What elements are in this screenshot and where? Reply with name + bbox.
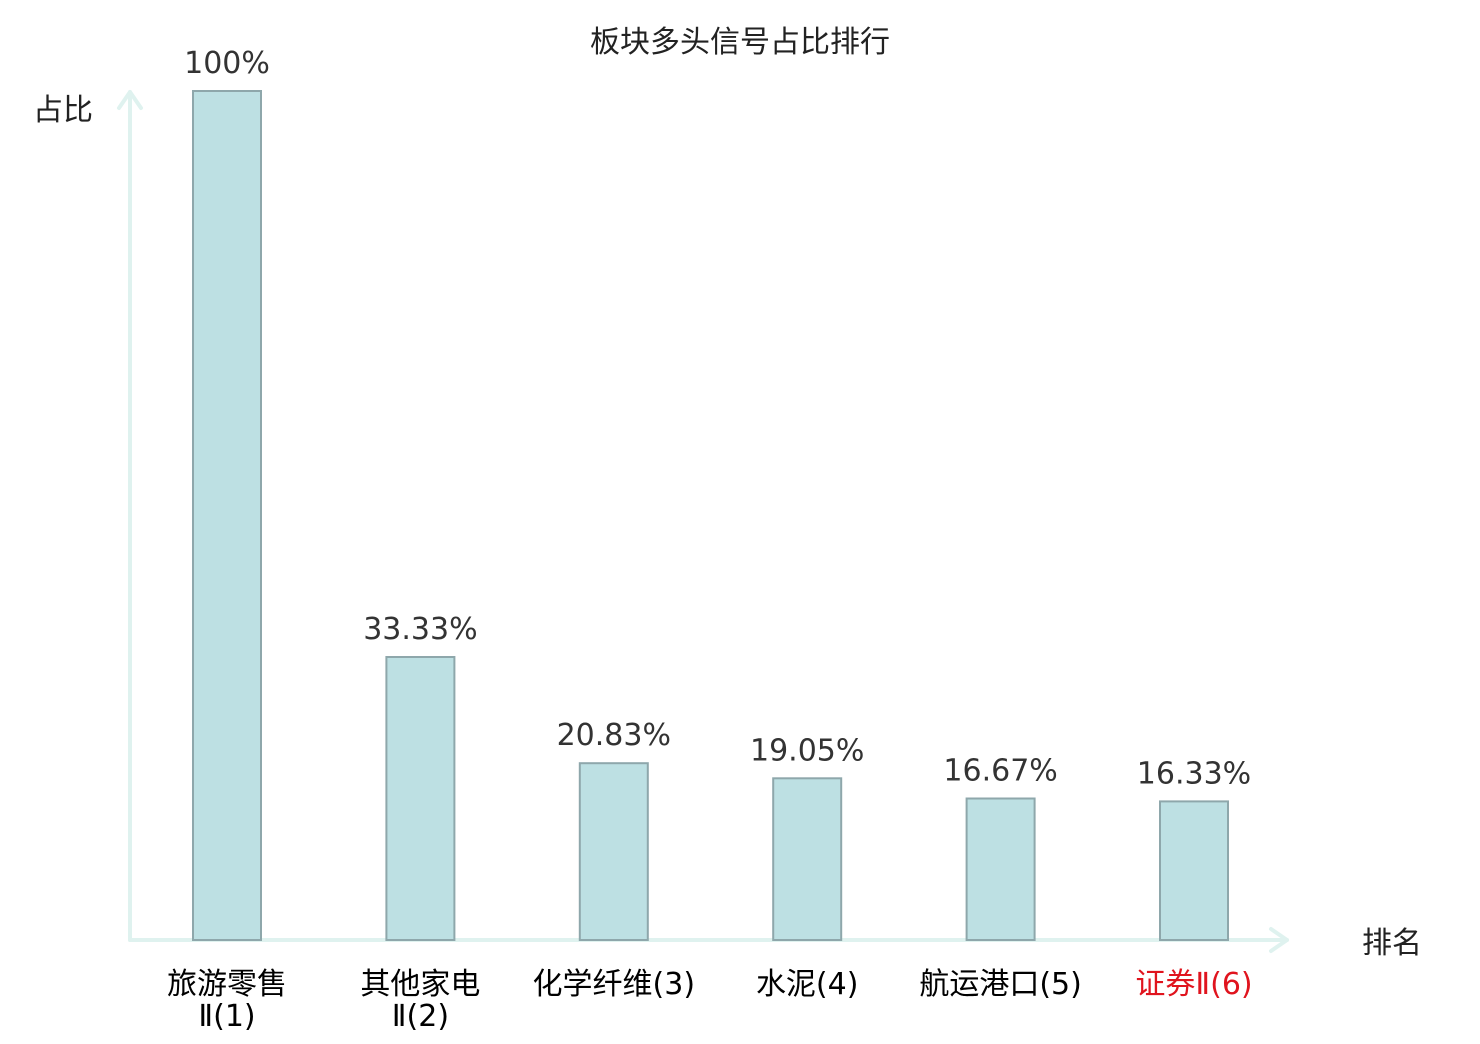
category-label-3: 化学纤维(3) (533, 967, 696, 1002)
value-label-4: 19.05% (750, 733, 864, 768)
category-label-1: 旅游零售 Ⅱ(1) (167, 967, 287, 1034)
category-label-2-line-2: Ⅱ(2) (392, 999, 449, 1034)
category-label-2: 其他家电 Ⅱ(2) (360, 967, 480, 1034)
category-label-6: 证券Ⅱ(6) (1135, 967, 1252, 1002)
chart-title: 板块多头信号占比排行 (590, 25, 890, 60)
value-label-6: 16.33% (1137, 756, 1251, 791)
category-label-6-line-1: 证券Ⅱ(6) (1135, 967, 1252, 1002)
bar-2 (385, 656, 456, 941)
y-axis-arrow (117, 90, 143, 110)
value-label-3: 20.83% (557, 718, 671, 753)
bar-4 (772, 777, 843, 941)
category-label-4: 水泥(4) (756, 967, 859, 1002)
value-labels-group: 100% 33.33% 20.83% 19.05% 16.67% 16.33% (184, 46, 1251, 791)
category-label-1-line-1: 旅游零售 (167, 967, 287, 1002)
bar-1 (192, 90, 262, 941)
category-label-1-line-2: Ⅱ(1) (198, 999, 255, 1034)
bars-group (192, 90, 1229, 942)
value-label-5: 16.67% (943, 754, 1057, 789)
category-label-4-line-1: 水泥(4) (756, 967, 859, 1002)
bar-6 (1159, 800, 1229, 942)
bar-5 (965, 797, 1036, 941)
bar-3 (578, 762, 649, 942)
category-label-2-line-1: 其他家电 (360, 967, 480, 1002)
value-label-2: 33.33% (363, 612, 477, 647)
category-label-3-line-1: 化学纤维(3) (533, 967, 696, 1002)
x-axis-arrow (1269, 927, 1289, 953)
category-label-5: 航运港口(5) (919, 967, 1082, 1002)
x-axis-label: 排名 (1362, 926, 1422, 961)
y-axis-label: 占比 (33, 93, 93, 128)
category-label-5-line-1: 航运港口(5) (919, 967, 1082, 1002)
value-label-1: 100% (184, 46, 270, 81)
category-labels-group: 旅游零售 Ⅱ(1) 其他家电 Ⅱ(2) 化学纤维(3) 水泥(4) 航运港口(5) 证券Ⅱ(6… (167, 967, 1253, 1034)
axes (117, 90, 1289, 953)
